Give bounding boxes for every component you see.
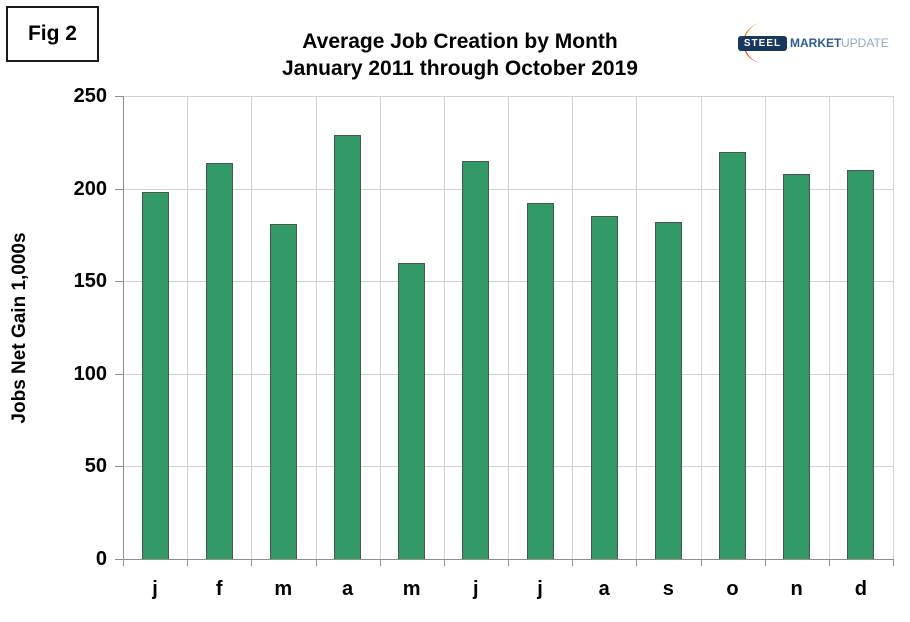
x-tick-label: m — [402, 578, 421, 600]
x-axis-tick — [123, 559, 124, 566]
x-axis-tick — [636, 559, 638, 566]
x-gridline — [700, 96, 702, 559]
figure-label: Fig 2 — [27, 22, 77, 45]
bar-j-6 — [526, 203, 554, 559]
x-axis-tick — [700, 559, 702, 566]
x-axis-tick — [187, 559, 189, 566]
y-axis-tick — [115, 373, 123, 375]
y-axis-tick — [115, 188, 123, 190]
x-gridline — [315, 96, 317, 559]
x-tick-label: n — [790, 578, 803, 600]
y-tick-label: 50 — [84, 455, 107, 478]
x-tick-label: a — [341, 578, 354, 600]
x-gridline — [508, 96, 509, 559]
bar-a-7 — [590, 216, 618, 559]
x-tick-label: d — [854, 578, 867, 600]
x-axis-tick — [379, 559, 381, 566]
chart-title-line1: Average Job Creation by Month — [302, 30, 618, 53]
bar-n-10 — [783, 173, 811, 559]
y-axis-tick — [115, 96, 123, 97]
bar-m-2 — [269, 223, 297, 559]
y-axis-line — [123, 96, 124, 560]
x-axis-tick — [315, 559, 317, 566]
y-tick-label: 250 — [73, 85, 107, 107]
bar-a-3 — [334, 134, 362, 559]
bar-s-8 — [654, 221, 682, 559]
x-gridline — [187, 96, 189, 559]
x-gridline — [379, 96, 381, 559]
x-axis-tick — [893, 559, 894, 566]
bar-j-5 — [462, 160, 490, 559]
figure-label-box: Fig 2 — [6, 6, 99, 62]
y-axis-tick — [115, 466, 123, 468]
x-gridline — [636, 96, 638, 559]
chart-title: Average Job Creation by Month January 20… — [130, 28, 790, 82]
y-tick-label: 150 — [73, 270, 107, 293]
x-gridline — [893, 96, 894, 559]
x-axis-tick — [508, 559, 509, 566]
logo-update: UPDATE — [841, 36, 889, 50]
x-tick-label: j — [152, 578, 158, 600]
logo-market: MARKET — [790, 36, 842, 50]
x-axis-tick — [251, 559, 253, 566]
bar-f-1 — [205, 162, 233, 559]
x-tick-label: j — [473, 578, 479, 600]
bar-m-4 — [398, 262, 426, 559]
x-axis-tick — [764, 559, 766, 566]
chart-title-line2: January 2011 through October 2019 — [282, 57, 638, 80]
x-tick-label: f — [215, 578, 223, 600]
bar-d-11 — [847, 170, 875, 559]
y-tick-label: 0 — [95, 548, 107, 570]
x-axis-tick — [443, 559, 445, 566]
steel-market-update-logo: STEEL MARKET UPDATE — [737, 22, 889, 64]
x-gridline — [572, 96, 574, 559]
bar-o-9 — [719, 151, 747, 559]
x-gridline — [828, 96, 830, 559]
x-gridline — [764, 96, 766, 559]
x-tick-label: o — [726, 578, 739, 600]
x-tick-label: a — [598, 578, 610, 600]
y-axis-tick — [115, 559, 123, 560]
x-axis-tick — [572, 559, 574, 566]
x-axis-tick — [828, 559, 830, 566]
y-tick-label: 100 — [73, 362, 107, 385]
x-tick-label: s — [662, 578, 674, 600]
x-gridline — [443, 96, 445, 559]
bar-j-0 — [141, 192, 169, 559]
y-axis-tick — [115, 281, 123, 283]
x-gridline — [251, 96, 253, 559]
logo-steel: STEEL — [738, 36, 787, 51]
y-tick-label: 200 — [73, 177, 107, 200]
x-tick-label: m — [274, 578, 293, 600]
x-tick-label: j — [537, 578, 543, 600]
